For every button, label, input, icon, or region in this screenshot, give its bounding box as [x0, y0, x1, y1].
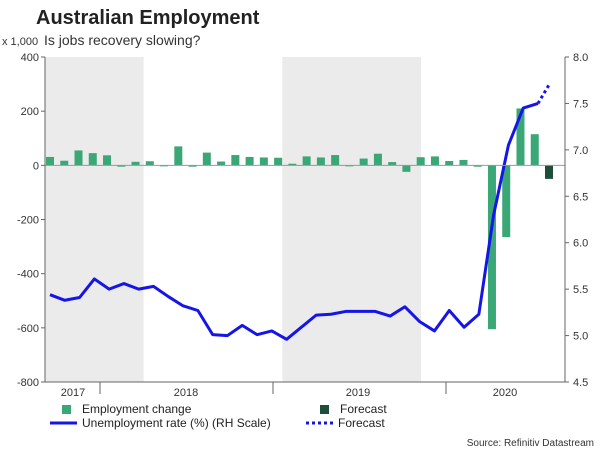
left-tick-label: -600 [17, 323, 39, 335]
bar-employment-change [359, 158, 368, 166]
bar-employment-change [88, 153, 97, 166]
right-tick-label: 4.5 [573, 377, 588, 389]
legend: Employment change Forecast Unemployment ra… [50, 402, 387, 430]
bar-employment-change [388, 162, 397, 166]
bar-employment-change [103, 155, 112, 166]
left-tick-label: -400 [17, 269, 39, 281]
right-tick-label: 7.0 [573, 145, 588, 157]
bar-employment-change [259, 157, 268, 166]
bar-employment-change [402, 165, 411, 172]
chart-title: Australian Employment [36, 7, 260, 29]
bar-employment-change [274, 157, 283, 166]
bar-employment-change [416, 157, 425, 166]
line-layer [49, 84, 551, 341]
unemployment-rate-line [49, 101, 539, 341]
legend-label: Forecast [338, 416, 385, 430]
bar-employment-change [445, 161, 454, 166]
right-tick-label: 6.5 [573, 191, 588, 203]
bar-employment-change [245, 156, 254, 166]
bar-employment-change [288, 163, 297, 166]
bar-employment-change [117, 165, 126, 167]
legend-label: Unemployment rate (%) (RH Scale) [82, 416, 271, 430]
left-tick-label: -800 [17, 377, 39, 389]
bar-employment-change [74, 150, 83, 166]
right-tick-label: 8.0 [573, 52, 588, 64]
bar-employment-change [231, 155, 240, 166]
left-tick-label: 0 [33, 160, 39, 172]
bar-employment-change [473, 165, 482, 167]
bar-forecast [545, 165, 553, 179]
x-tick-label: 2019 [346, 387, 370, 399]
legend-swatch [320, 405, 329, 414]
left-tick-label: 400 [21, 52, 39, 64]
left-tick-label: -200 [17, 215, 39, 227]
bar-employment-change [331, 155, 340, 166]
x-tick-label: 2020 [493, 387, 517, 399]
bar-employment-change [530, 134, 539, 166]
axes-layer: 400 200 0 -200 -400 -600 -800 8.0 7.5 7.0 6.5 6.0 5.… [17, 52, 588, 399]
left-tick-label: 200 [21, 106, 39, 118]
source-note: Source: Refinitiv Datastream [467, 438, 594, 449]
bar-employment-change [487, 165, 496, 330]
right-tick-label: 5.5 [573, 284, 588, 296]
year-shade-2019 [282, 57, 421, 382]
bar-employment-change [516, 108, 525, 166]
bar-employment-change [217, 161, 226, 166]
bar-layer [46, 108, 553, 330]
legend-label: Employment change [82, 402, 192, 416]
right-tick-label: 5.0 [573, 331, 588, 343]
bar-employment-change [459, 159, 468, 166]
x-tick-label: 2018 [174, 387, 198, 399]
bar-employment-change [188, 165, 197, 167]
bar-employment-change [502, 165, 511, 238]
bar-employment-change [202, 152, 211, 166]
bar-employment-change [145, 161, 154, 166]
left-axis-unit: x 1,000 [2, 36, 38, 48]
bar-employment-change [46, 156, 54, 166]
x-tick-label: 2017 [61, 387, 85, 399]
bar-employment-change [316, 157, 325, 166]
bar-employment-change [302, 156, 311, 166]
right-tick-label: 6.0 [573, 238, 588, 250]
bar-employment-change [430, 156, 439, 166]
bar-employment-change [174, 146, 183, 166]
bar-employment-change [373, 153, 382, 166]
year-shade-2017 [45, 57, 144, 382]
chart-subtitle: Is jobs recovery slowing? [44, 32, 201, 48]
bar-employment-change [60, 160, 69, 166]
legend-swatch [62, 405, 71, 414]
legend-label: Forecast [340, 402, 387, 416]
shading-layer [45, 57, 421, 382]
unemployment-forecast-line [536, 84, 551, 105]
bar-employment-change [131, 161, 140, 166]
right-tick-label: 7.5 [573, 98, 588, 110]
